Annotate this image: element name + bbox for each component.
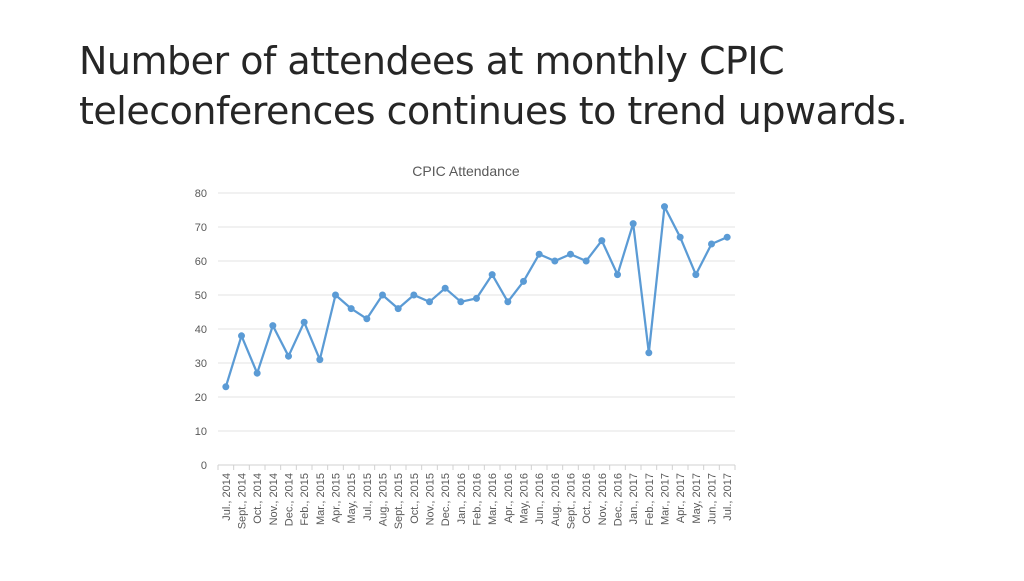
x-tick-label: Dec., 2016 [613, 473, 625, 526]
data-point [708, 240, 715, 248]
x-tick-label: Oct., 2014 [252, 473, 264, 524]
x-tick-label: Jun., 2016 [534, 473, 546, 524]
x-tick-label: Oct., 2016 [581, 473, 593, 524]
slide-title-line-1: Number of attendees at monthly CPIC [79, 39, 785, 83]
x-tick-label: Nov., 2014 [268, 473, 280, 525]
data-point [457, 298, 465, 306]
x-tick-label: Aug., 2016 [550, 473, 562, 526]
y-tick-label: 70 [195, 222, 207, 234]
data-point [253, 369, 261, 377]
x-tick-label: Jul., 2015 [362, 473, 374, 521]
data-point [692, 271, 700, 279]
data-point [645, 349, 653, 357]
x-tick-label: Apr., 2015 [331, 473, 343, 523]
data-point [285, 352, 292, 360]
data-point [661, 203, 668, 211]
data-point [598, 237, 606, 245]
x-tick-label: Nov., 2016 [597, 473, 609, 525]
data-point [488, 271, 496, 279]
data-point [723, 233, 731, 241]
data-point [347, 305, 355, 313]
data-point [222, 383, 230, 391]
x-tick-label: Oct., 2015 [409, 473, 421, 524]
x-tick-label: Mar., 2017 [660, 473, 672, 525]
y-tick-label: 0 [201, 460, 207, 472]
x-axis-tick-labels: Jul., 2014 Sept., 2014 Oct., 2014 Nov., 201… [217, 465, 736, 529]
data-point [300, 318, 308, 326]
data-point [394, 305, 402, 313]
chart-title: CPIC Attendance [412, 163, 520, 179]
gridlines [218, 192, 735, 466]
x-tick-label: Mar., 2016 [487, 473, 499, 525]
y-axis-tick-labels: 0 10 20 30 40 50 60 70 80 [195, 188, 207, 472]
data-point [426, 298, 433, 306]
x-tick-label: Nov., 2015 [425, 473, 437, 525]
x-tick-label: Sept., 2016 [566, 473, 578, 529]
data-point [441, 284, 449, 292]
x-tick-label: Aug., 2015 [378, 473, 390, 526]
x-tick-label: Feb., 2015 [299, 473, 311, 526]
data-point [535, 250, 543, 258]
data-point [582, 257, 590, 265]
x-tick-label: Jan., 2016 [456, 473, 468, 524]
x-tick-label: Jun., 2017 [707, 473, 719, 524]
data-point [238, 332, 245, 340]
y-tick-label: 30 [195, 358, 207, 370]
x-tick-label: Mar., 2015 [315, 473, 327, 525]
y-tick-label: 60 [195, 256, 207, 268]
data-point [269, 322, 277, 330]
data-point [316, 356, 324, 364]
y-tick-label: 40 [195, 324, 207, 336]
x-tick-label: Feb., 2017 [644, 473, 656, 526]
x-tick-label: Feb., 2016 [472, 473, 484, 526]
x-tick-label: May, 2015 [346, 473, 358, 524]
x-tick-label: Sept., 2015 [393, 473, 405, 529]
data-point [379, 291, 386, 299]
data-point [410, 291, 418, 299]
data-point [504, 298, 512, 306]
slide-title: Number of attendees at monthly CPIC tele… [79, 36, 999, 136]
slide-title-line-2: teleconferences continues to trend upwar… [79, 89, 908, 133]
x-tick-label: May, 2017 [691, 473, 703, 524]
data-point [473, 294, 480, 302]
series-layer [222, 203, 731, 391]
data-point [520, 277, 527, 285]
data-point [567, 250, 574, 258]
data-point [614, 271, 621, 279]
y-tick-label: 10 [195, 426, 207, 438]
x-tick-label: Dec., 2015 [440, 473, 452, 526]
data-point [676, 233, 684, 241]
y-tick-label: 20 [195, 392, 207, 404]
x-tick-label: Apr., 2017 [675, 473, 687, 523]
x-tick-label: Sept., 2014 [237, 473, 249, 529]
data-point [332, 291, 339, 299]
data-point [629, 220, 637, 228]
data-point [363, 315, 371, 323]
x-tick-label: Jul., 2014 [221, 473, 233, 521]
y-tick-label: 80 [195, 188, 207, 200]
x-tick-label: May, 2016 [519, 473, 531, 524]
x-tick-label: Apr., 2016 [503, 473, 515, 523]
x-tick-label: Dec., 2014 [284, 473, 296, 526]
y-tick-label: 50 [195, 290, 207, 302]
x-tick-label: Jul., 2017 [722, 473, 734, 521]
x-tick-label: Jan., 2017 [628, 473, 640, 524]
data-point [551, 257, 559, 265]
